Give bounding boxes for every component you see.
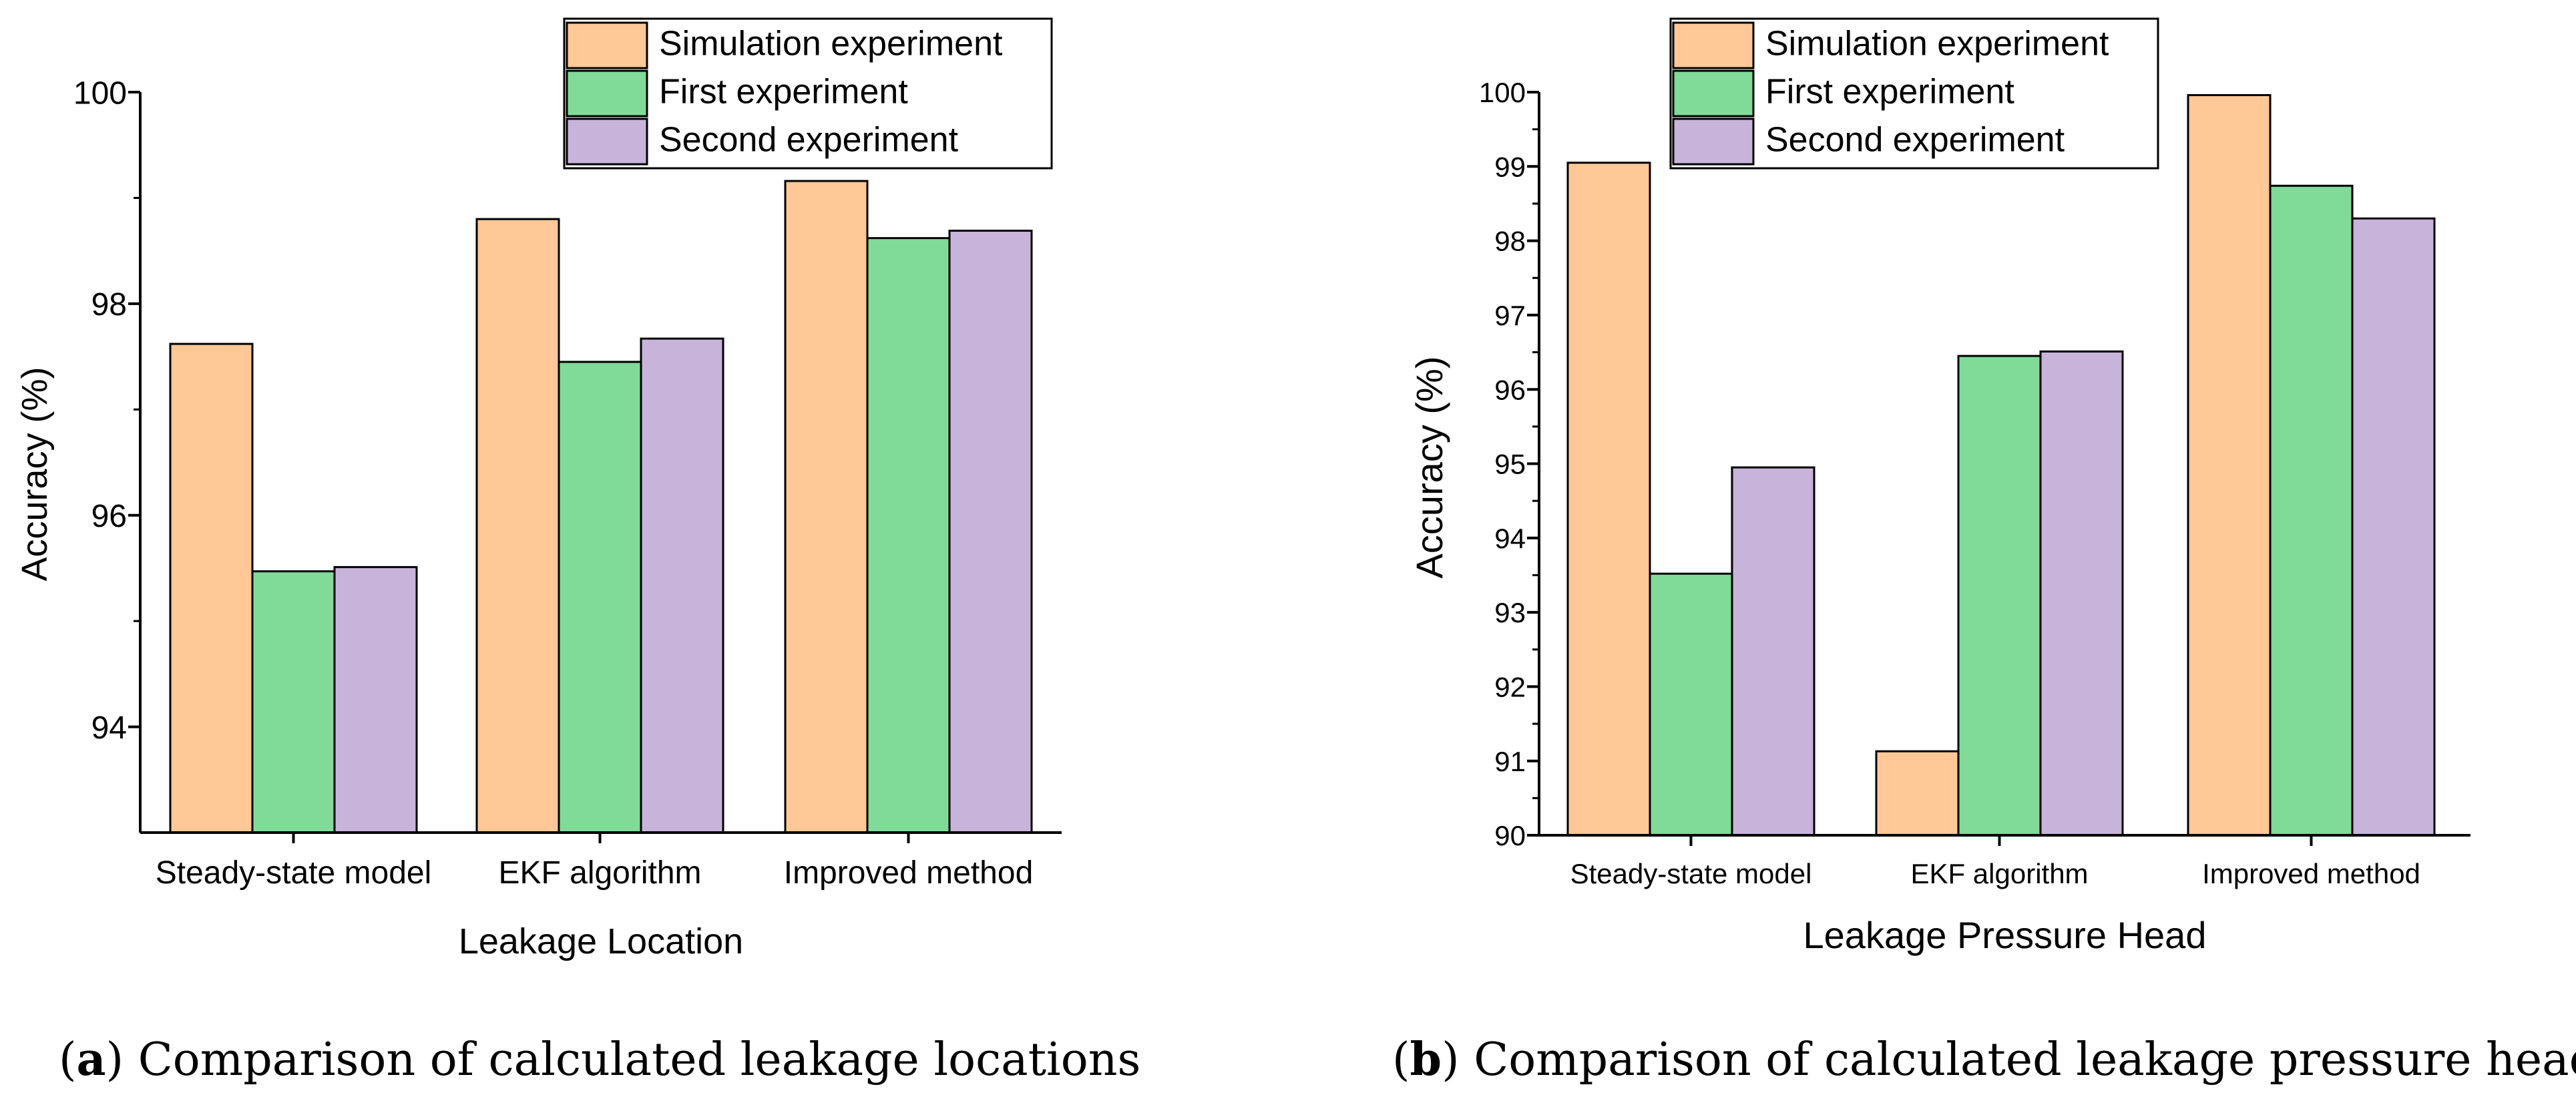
caption: (a) Comparison of calculated leakage loc… xyxy=(59,1033,1140,1086)
bar-first-1 xyxy=(1649,572,1733,837)
bar-simulation-1 xyxy=(1566,162,1651,837)
caption-paren-open: ( xyxy=(1392,1034,1410,1086)
y-tick-label: 95 xyxy=(1494,449,1526,480)
bar-second-3 xyxy=(2351,217,2436,837)
legend-swatch-first xyxy=(566,69,648,118)
bar-second-2 xyxy=(640,337,724,834)
legend-label: Simulation experiment xyxy=(659,24,1003,63)
y-tick-label: 91 xyxy=(1494,746,1526,777)
bar-simulation-3 xyxy=(784,180,869,834)
bar-second-3 xyxy=(948,230,1033,834)
x-axis-label: Leakage Pressure Head xyxy=(1803,914,2207,956)
y-tick-label: 99 xyxy=(1494,151,1526,182)
y-tick-label: 96 xyxy=(1494,374,1526,405)
caption-label: a xyxy=(77,1033,106,1086)
x-axis-label: Leakage Location xyxy=(459,921,743,961)
bar-second-1 xyxy=(1731,466,1815,837)
caption-paren-open: ( xyxy=(59,1034,77,1086)
bar-simulation-3 xyxy=(2187,93,2272,837)
bar-second-1 xyxy=(333,566,418,834)
legend-label: Second experiment xyxy=(1765,120,2065,159)
caption-paren-close: ) xyxy=(1442,1034,1460,1086)
chart-leakage-location: 94 96 98 100 Steady-state model EKF algorithm… xyxy=(15,17,1140,1086)
legend-label: First experiment xyxy=(659,72,908,111)
y-tick-label: 92 xyxy=(1494,672,1526,703)
y-tick-label: 93 xyxy=(1494,597,1526,628)
chart-leakage-pressure-head: 90 91 92 93 94 95 96 97 98 99 100 Steady-state mode… xyxy=(1392,17,2576,1086)
legend-swatch-second xyxy=(566,118,648,166)
y-axis-label: Accuracy (%) xyxy=(15,367,55,581)
caption-label: b xyxy=(1410,1033,1442,1086)
y-tick-label: 96 xyxy=(91,499,127,534)
x-tick-label: EKF algorithm xyxy=(498,855,701,891)
legend-label: Simulation experiment xyxy=(1765,24,2109,63)
x-tick-label: Improved method xyxy=(784,855,1034,891)
legend-swatch-first xyxy=(1672,69,1755,118)
x-tick-label: Steady-state model xyxy=(1570,858,1812,889)
bar-simulation-2 xyxy=(1875,750,1960,837)
caption-text: Comparison of calculated leakage locatio… xyxy=(124,1034,1140,1086)
y-tick-label: 98 xyxy=(1494,226,1526,257)
bar-simulation-2 xyxy=(475,218,560,834)
y-tick-label: 94 xyxy=(1494,523,1526,554)
y-axis-label: Accuracy (%) xyxy=(1408,357,1450,579)
legend-swatch-simulation xyxy=(566,21,648,69)
bar-first-3 xyxy=(866,237,951,834)
bar-first-1 xyxy=(251,570,336,834)
legend-label: Second experiment xyxy=(659,120,959,159)
y-tick-label: 90 xyxy=(1494,820,1526,851)
y-tick-label: 100 xyxy=(1479,77,1526,108)
bar-first-2 xyxy=(1957,355,2042,837)
bar-simulation-1 xyxy=(169,343,254,834)
x-tick-label: Steady-state model xyxy=(156,855,432,891)
x-tick-label: EKF algorithm xyxy=(1910,858,2088,889)
y-tick-label: 100 xyxy=(73,75,127,111)
bar-first-2 xyxy=(558,361,642,834)
legend-label: First experiment xyxy=(1765,72,2014,111)
bar-first-3 xyxy=(2269,184,2354,837)
caption-text: Comparison of calculated leakage pressur… xyxy=(1460,1034,2576,1086)
legend-swatch-second xyxy=(1672,118,1755,166)
x-tick-label: Improved method xyxy=(2202,858,2420,889)
bar-second-2 xyxy=(2039,350,2124,837)
caption-paren-close: ) xyxy=(106,1034,124,1086)
caption: (b) Comparison of calculated leakage pre… xyxy=(1392,1033,2576,1086)
y-tick-label: 97 xyxy=(1494,300,1526,331)
legend-swatch-simulation xyxy=(1672,21,1755,69)
y-tick-label: 98 xyxy=(91,287,127,322)
y-tick-label: 94 xyxy=(91,710,127,746)
